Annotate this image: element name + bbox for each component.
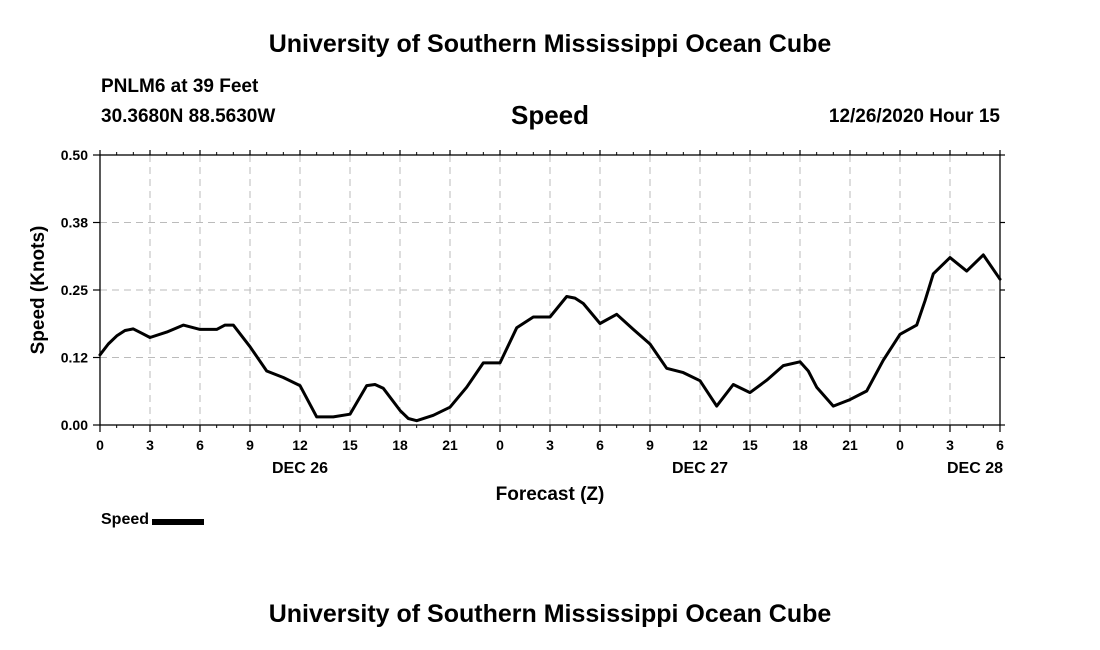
x-tick-label: 15 — [742, 437, 758, 453]
date-label: DEC 28 — [947, 460, 1003, 477]
x-tick-label: 6 — [596, 437, 604, 453]
y-tick-label: 0.00 — [61, 417, 88, 433]
x-tick-label: 0 — [896, 437, 904, 453]
chart-grid — [100, 155, 1000, 425]
station-label: PNLM6 at 39 Feet — [101, 76, 259, 97]
x-axis-label: Forecast (Z) — [496, 484, 605, 505]
x-tick-label: 3 — [146, 437, 154, 453]
x-tick-label: 15 — [342, 437, 358, 453]
forecast-datetime: 12/26/2020 Hour 15 — [828, 106, 1000, 127]
x-tick-label: 12 — [292, 437, 308, 453]
chart-title: Speed — [510, 100, 590, 130]
date-label: DEC 27 — [672, 460, 728, 477]
legend-label: Speed — [101, 511, 150, 528]
x-tick-label: 0 — [96, 437, 104, 453]
x-tick-label: 21 — [442, 437, 458, 453]
x-tick-label: 3 — [946, 437, 954, 453]
y-tick-label: 0.12 — [61, 350, 88, 366]
x-tick-label: 3 — [546, 437, 554, 453]
x-tick-label: 6 — [996, 437, 1004, 453]
x-tick-label: 12 — [692, 437, 708, 453]
y-axis-label: Speed (Knots) — [28, 226, 49, 355]
x-tick-label: 6 — [196, 437, 204, 453]
y-tick-label: 0.50 — [61, 147, 88, 163]
legend-swatch — [152, 518, 205, 525]
footer-title: University of Southern Mississippi Ocean… — [268, 600, 832, 628]
x-tick-label: 9 — [646, 437, 654, 453]
x-tick-label: 9 — [246, 437, 254, 453]
series-line-speed — [98, 253, 1002, 423]
x-tick-label: 0 — [496, 437, 504, 453]
chart-series — [98, 253, 1002, 423]
x-tick-label: 18 — [792, 437, 808, 453]
page-title: University of Southern Mississippi Ocean… — [268, 30, 832, 58]
chart-ticks — [93, 150, 1005, 432]
y-tick-label: 0.38 — [61, 215, 88, 231]
y-tick-label: 0.25 — [61, 282, 88, 298]
coordinates-label: 30.3680N 88.5630W — [101, 106, 276, 127]
date-label: DEC 26 — [272, 460, 328, 477]
x-tick-label: 18 — [392, 437, 408, 453]
x-tick-label: 21 — [842, 437, 858, 453]
chart-labels: 0 3 6 9 12 15 18 21 0 3 6 9 12 15 18 21 0 3 6 0.00 0.12 0.25 0… — [28, 147, 1004, 505]
chart-legend: Speed — [101, 509, 205, 531]
